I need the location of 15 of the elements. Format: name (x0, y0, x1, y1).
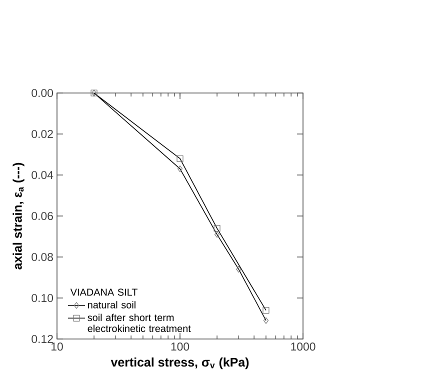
legend-label: soil after short term electrokinetic treatment (88, 314, 191, 332)
legend-label: natural soil (88, 301, 136, 308)
y-tick-label: 0.10 (32, 294, 54, 302)
y-tick-label: 0.04 (32, 170, 54, 180)
x-axis-title: vertical stress, σ$_{v}$ (kPa) (110, 357, 249, 370)
y-tick-label: 0.00 (32, 88, 54, 98)
y-tick-label: 0.06 (32, 212, 53, 220)
y-tick-label: 0.02 (32, 130, 53, 138)
y-axis-title: axial strain, ε$_{a}$ (---) (12, 162, 24, 270)
y-tick-label: 0.12 (32, 334, 53, 344)
x-tick-label: 1000 (291, 342, 316, 351)
legend-title: VIADANA SILT (70, 288, 138, 296)
x-tick-label: 10 (52, 342, 63, 351)
y-tick-label: 0.08 (32, 252, 53, 262)
x-tick-label: 100 (171, 342, 190, 351)
